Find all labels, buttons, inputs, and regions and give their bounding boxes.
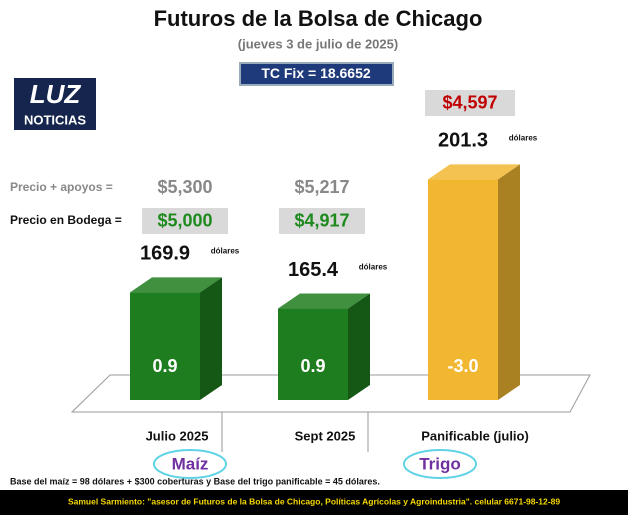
group-oval — [153, 449, 227, 479]
change-label: 0.9 — [300, 356, 325, 376]
bar-side — [200, 277, 222, 400]
bar-side — [348, 293, 370, 400]
price-support: $5,300 — [157, 177, 212, 197]
footnote: Base del maíz = 98 dólares + $300 cobert… — [10, 476, 380, 486]
price-warehouse: $5,000 — [157, 210, 212, 230]
value-label: 201.3 — [438, 130, 488, 152]
price-warehouse: $4,917 — [294, 210, 349, 230]
chart-subtitle: (jueves 3 de julio de 2025) — [238, 36, 398, 51]
bar — [130, 292, 200, 400]
footer: Samuel Sarmiento: "asesor de Futuros de … — [68, 496, 560, 506]
row-label: Precio en Bodega = — [10, 213, 122, 227]
chart-title: Futuros de la Bolsa de Chicago — [154, 6, 483, 31]
unit-label: dólares — [359, 263, 388, 272]
bar — [428, 179, 498, 400]
group-oval — [403, 449, 477, 479]
group-label: Trigo — [419, 454, 461, 473]
group-label: Maíz — [172, 454, 209, 473]
logo-bottom: NOTICIAS — [24, 112, 86, 127]
bar-top — [278, 293, 370, 309]
x-tick-label: Sept 2025 — [295, 428, 356, 443]
row-label: Precio + apoyos = — [10, 180, 113, 194]
value-label: 165.4 — [288, 259, 339, 281]
logo-top: LUZ — [30, 79, 82, 109]
bar-side — [498, 164, 520, 400]
bar-top — [130, 277, 222, 293]
bar-top — [428, 164, 520, 180]
bar — [278, 308, 348, 400]
exchange-rate: TC Fix = 18.6652 — [261, 65, 371, 81]
value-label: 169.9 — [140, 243, 190, 265]
change-label: 0.9 — [152, 356, 177, 376]
change-label: -3.0 — [447, 356, 478, 376]
logo-box — [14, 78, 96, 130]
price-box — [425, 90, 515, 116]
unit-label: dólares — [211, 246, 240, 255]
price-box — [142, 208, 228, 234]
price-box — [279, 208, 365, 234]
unit-label: dólares — [509, 133, 538, 142]
rate-box — [239, 62, 394, 86]
wheat-price: $4,597 — [442, 92, 497, 112]
price-support: $5,217 — [294, 177, 349, 197]
x-tick-label: Panificable (julio) — [421, 428, 529, 443]
x-tick-label: Julio 2025 — [146, 428, 209, 443]
footer-band — [0, 490, 628, 515]
